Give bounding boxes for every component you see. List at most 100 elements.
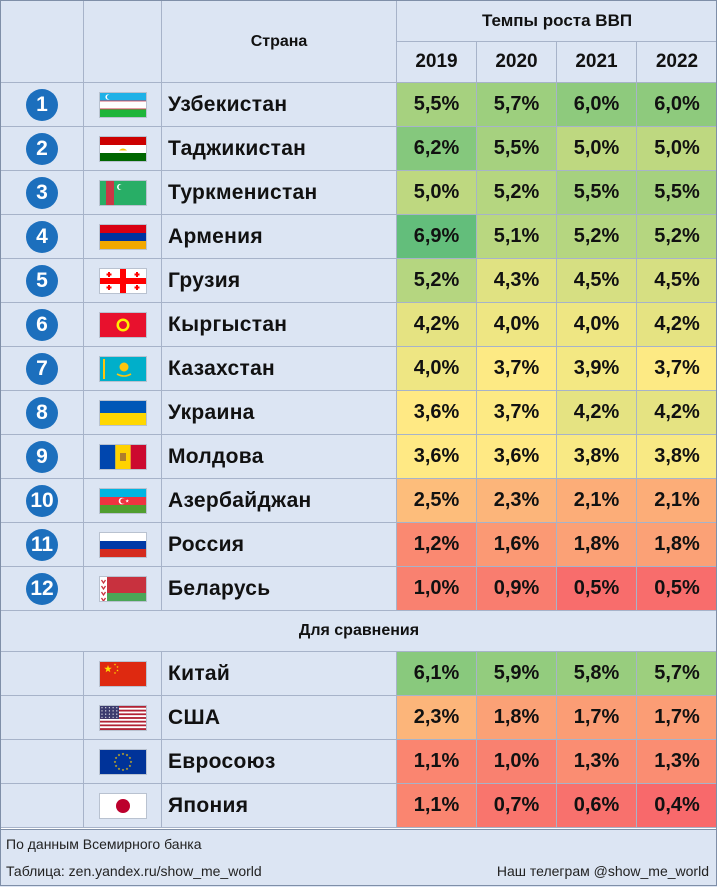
china-flag [100, 662, 146, 686]
growth-value-2019: 1,1% [397, 784, 477, 828]
rank-badge: 8 [26, 397, 58, 429]
growth-value-2022: 6,0% [637, 83, 717, 127]
gdp-growth-header: Темпы роста ВВП [397, 1, 717, 42]
growth-value-2019: 1,1% [397, 740, 477, 784]
growth-value-2022: 4,2% [637, 391, 717, 435]
growth-value-2020: 4,3% [477, 259, 557, 303]
growth-value-2021: 1,7% [557, 696, 637, 740]
ukraine-flag [100, 401, 146, 425]
rank-badge: 3 [26, 177, 58, 209]
uzbekistan-flag [100, 93, 146, 117]
growth-value-2020: 1,0% [477, 740, 557, 784]
footer: По данным Всемирного банка Таблица: zen.… [0, 829, 717, 887]
growth-value-2022: 1,3% [637, 740, 717, 784]
growth-value-2021: 4,5% [557, 259, 637, 303]
growth-value-2022: 0,5% [637, 567, 717, 611]
growth-value-2019: 6,9% [397, 215, 477, 259]
country-name: Беларусь [162, 567, 397, 611]
rank-badge: 6 [26, 309, 58, 341]
growth-value-2020: 3,7% [477, 391, 557, 435]
flag-cell [84, 303, 162, 347]
country-name: Украина [162, 391, 397, 435]
growth-value-2019: 3,6% [397, 391, 477, 435]
rank-cell [1, 652, 84, 696]
growth-value-2021: 1,8% [557, 523, 637, 567]
growth-value-2022: 3,8% [637, 435, 717, 479]
growth-value-2019: 6,1% [397, 652, 477, 696]
table-credit: Таблица: zen.yandex.ru/show_me_world [6, 863, 262, 879]
growth-value-2021: 4,0% [557, 303, 637, 347]
country-name: Россия [162, 523, 397, 567]
year-header-2022: 2022 [637, 42, 717, 83]
flag-cell [84, 259, 162, 303]
growth-value-2020: 5,1% [477, 215, 557, 259]
country-name: Китай [162, 652, 397, 696]
source-note: По данным Всемирного банка [6, 836, 202, 852]
rank-cell: 9 [1, 435, 84, 479]
armenia-flag [100, 225, 146, 249]
growth-value-2021: 3,8% [557, 435, 637, 479]
russia-flag [100, 533, 146, 557]
flag-cell [84, 696, 162, 740]
country-name: Кыргыстан [162, 303, 397, 347]
rank-badge: 4 [26, 221, 58, 253]
growth-value-2020: 4,0% [477, 303, 557, 347]
growth-value-2020: 5,9% [477, 652, 557, 696]
belarus-flag [100, 577, 146, 601]
growth-value-2022: 5,7% [637, 652, 717, 696]
comparison-separator: Для сравнения [1, 611, 717, 652]
country-name: Евросоюз [162, 740, 397, 784]
growth-value-2019: 2,5% [397, 479, 477, 523]
year-header-2020: 2020 [477, 42, 557, 83]
rank-cell [1, 740, 84, 784]
growth-value-2022: 4,5% [637, 259, 717, 303]
growth-value-2019: 4,0% [397, 347, 477, 391]
flag-cell [84, 740, 162, 784]
growth-value-2019: 3,6% [397, 435, 477, 479]
growth-value-2019: 1,0% [397, 567, 477, 611]
growth-value-2020: 0,9% [477, 567, 557, 611]
rank-cell: 11 [1, 523, 84, 567]
comparison-label: Для сравнения [1, 611, 717, 652]
rank-badge: 5 [26, 265, 58, 297]
rank-badge: 2 [26, 133, 58, 165]
rank-cell: 5 [1, 259, 84, 303]
growth-value-2020: 5,5% [477, 127, 557, 171]
country-name: Азербайджан [162, 479, 397, 523]
growth-value-2021: 6,0% [557, 83, 637, 127]
rank-cell: 4 [1, 215, 84, 259]
growth-value-2021: 0,6% [557, 784, 637, 828]
growth-value-2020: 2,3% [477, 479, 557, 523]
rank-cell: 7 [1, 347, 84, 391]
japan-flag [100, 794, 146, 818]
rank-badge: 9 [26, 441, 58, 473]
rank-cell: 12 [1, 567, 84, 611]
rank-cell: 2 [1, 127, 84, 171]
flag-cell [84, 435, 162, 479]
growth-value-2022: 5,5% [637, 171, 717, 215]
growth-value-2021: 4,2% [557, 391, 637, 435]
growth-value-2019: 5,0% [397, 171, 477, 215]
kyrgyzstan-flag [100, 313, 146, 337]
growth-value-2019: 2,3% [397, 696, 477, 740]
kazakhstan-flag [100, 357, 146, 381]
growth-value-2021: 2,1% [557, 479, 637, 523]
flag-cell [84, 784, 162, 828]
rank-badge: 7 [26, 353, 58, 385]
growth-value-2021: 5,0% [557, 127, 637, 171]
country-name: Туркменистан [162, 171, 397, 215]
flag-cell [84, 391, 162, 435]
country-column-header: Страна [162, 1, 397, 83]
